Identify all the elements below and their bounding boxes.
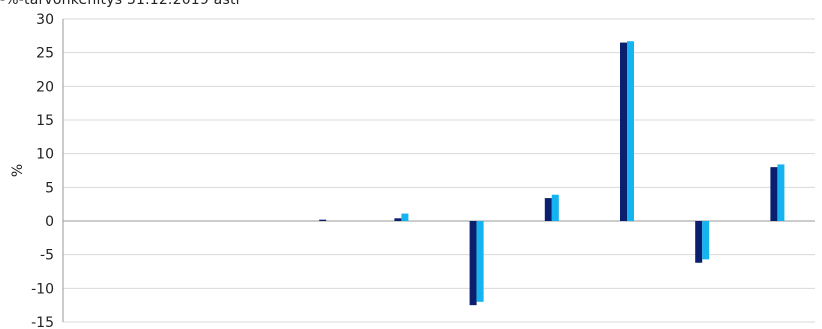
bar-series-2 xyxy=(627,41,634,221)
bar-series-1 xyxy=(394,218,402,221)
bar-series-2 xyxy=(777,164,785,221)
bar-series-1 xyxy=(469,221,477,306)
bar-series-2 xyxy=(401,213,409,221)
bar-series-1 xyxy=(620,42,627,221)
y-tick-label: 25 xyxy=(36,46,54,62)
bar-series-2 xyxy=(702,221,710,260)
bar-series-2 xyxy=(551,194,559,221)
bars xyxy=(319,41,785,306)
y-tick-label: -10 xyxy=(31,281,54,297)
y-tick-label: -5 xyxy=(40,248,54,264)
bar-series-1 xyxy=(544,198,552,221)
grid-layer xyxy=(63,18,815,323)
bar-series-1 xyxy=(695,221,703,263)
y-tick-label: 30 xyxy=(36,12,54,28)
y-tick-label: 15 xyxy=(36,113,54,129)
y-axis-label: % xyxy=(10,164,26,177)
y-tick-label: -15 xyxy=(31,315,54,329)
y-tick-label: 10 xyxy=(36,147,54,163)
bar-series-2 xyxy=(476,221,484,302)
bar-series-1 xyxy=(770,167,778,221)
bar-series-1 xyxy=(319,219,327,221)
y-tick-label: 0 xyxy=(45,214,54,230)
y-tick-labels: 30 25 20 15 10 5 0 -5 -10 -15 xyxy=(31,12,54,329)
y-tick-label: 20 xyxy=(36,79,54,95)
chart-caption: -%-tarvonkehitys 31.12.2019 asti xyxy=(0,0,240,8)
y-tick-label: 5 xyxy=(45,180,54,196)
